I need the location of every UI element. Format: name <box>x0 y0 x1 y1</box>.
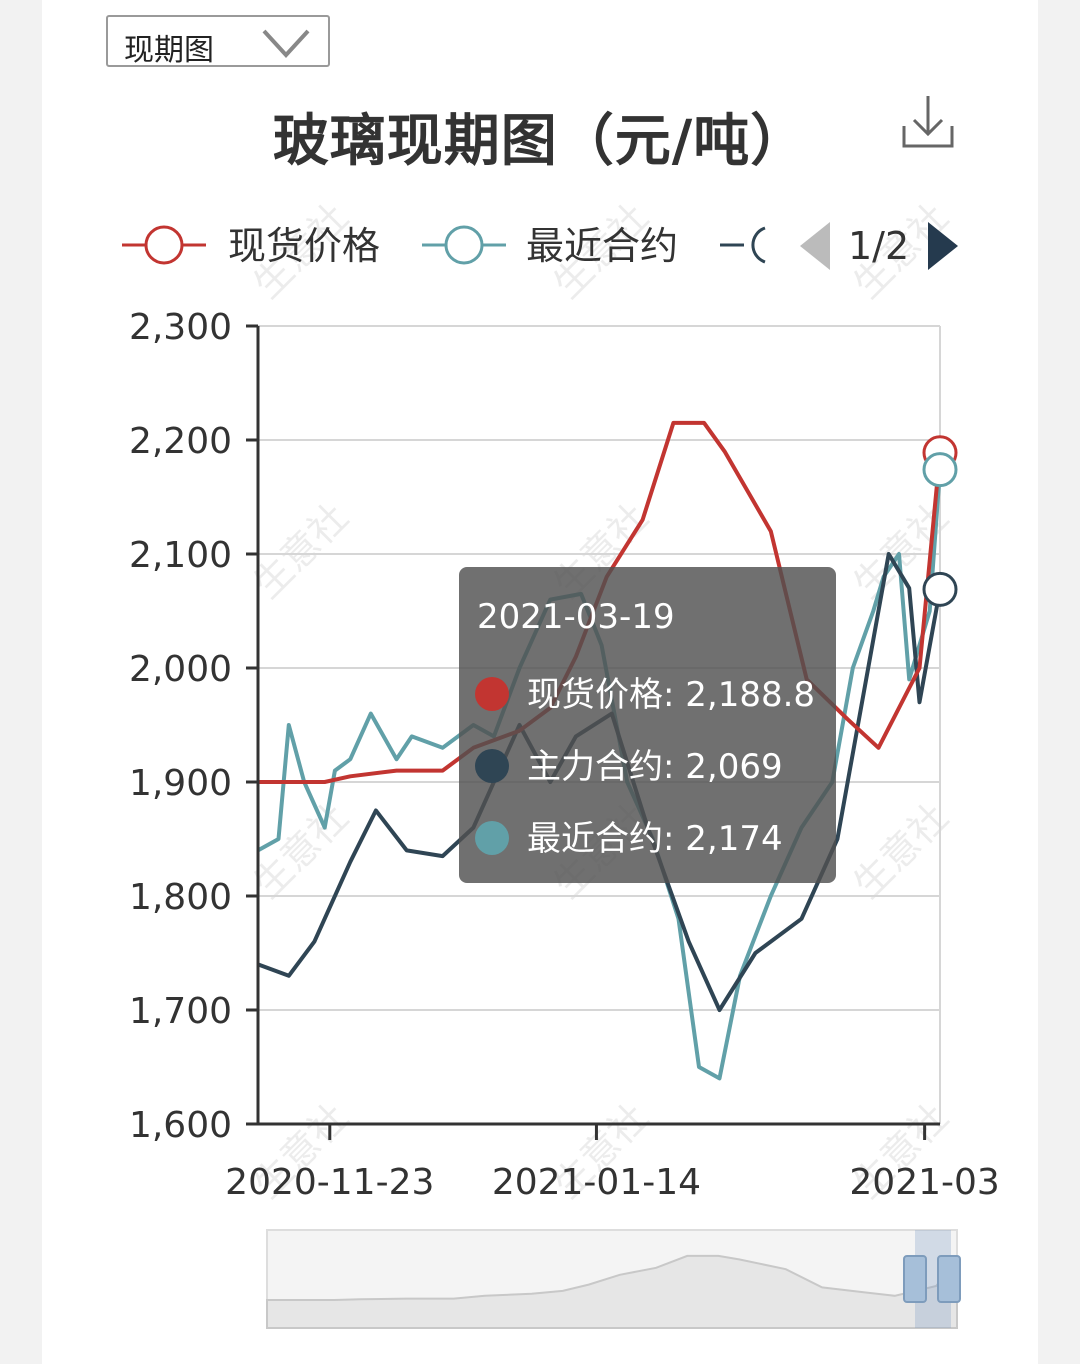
watermark-text: 生意社 <box>245 495 357 607</box>
tooltip-dot-spot <box>475 677 509 711</box>
tooltip-dot-nearest <box>475 821 509 855</box>
y-tick-label: 2,200 <box>129 421 232 462</box>
legend-item-label: 现货价格 <box>228 224 380 268</box>
y-tick-label: 1,600 <box>129 1105 232 1146</box>
chart-title: 玻璃现期图（元/吨） <box>272 109 808 174</box>
tooltip-row-text: 最近合约: 2,174 <box>527 819 783 859</box>
x-tick-label: 2021-01-14 <box>492 1162 701 1203</box>
slider-handle-left[interactable] <box>903 1255 927 1303</box>
dropdown-selected-label: 现期图 <box>124 33 214 68</box>
x-tick-label: 2020-11-23 <box>225 1162 434 1203</box>
y-tick-label: 2,300 <box>129 307 232 348</box>
legend-item-label: 最近合约 <box>526 224 678 268</box>
chevron-down-icon <box>262 29 310 58</box>
y-tick-label: 2,100 <box>129 535 232 576</box>
chart-type-dropdown[interactable]: 现期图 <box>106 15 330 68</box>
legend-swatch-marker <box>444 225 484 265</box>
tooltip-row-text: 现货价格: 2,188.8 <box>527 675 816 715</box>
tooltip-row-nearest: 最近合约: 2,174 <box>475 811 783 860</box>
series-point <box>922 452 958 488</box>
x-tick-label: 2021-03 <box>849 1162 999 1203</box>
legend: 现货价格 最近合约 1/2 <box>122 222 958 270</box>
series-line <box>258 420 942 784</box>
legend-swatch-marker <box>751 226 766 264</box>
data-zoom-slider[interactable] <box>266 1229 961 1329</box>
tooltip-dot-main <box>475 749 509 783</box>
watermark-text: 生意社 <box>245 795 357 907</box>
slider-handle-right[interactable] <box>937 1255 961 1303</box>
y-tick-label: 1,700 <box>129 991 232 1032</box>
legend-swatch-marker <box>144 225 184 265</box>
y-tick-label: 1,900 <box>129 763 232 804</box>
download-icon[interactable] <box>900 94 958 152</box>
y-tick-label: 2,000 <box>129 649 232 690</box>
axes: 1,600 1,700 1,800 1,900 2,000 2,100 2,200 2,300… <box>129 307 1000 1203</box>
tooltip-row-main: 主力合约: 2,069 <box>475 739 783 788</box>
tooltip-date: 2021-03-19 <box>477 597 675 637</box>
tooltip-row-spot: 现货价格: 2,188.8 <box>475 667 815 716</box>
legend-next-page-icon[interactable] <box>928 222 958 270</box>
legend-prev-page-icon[interactable] <box>800 222 830 270</box>
legend-page-indicator: 1/2 <box>848 224 909 268</box>
y-tick-label: 1,800 <box>129 877 232 918</box>
tooltip: 2021-03-19 现货价格: 2,188.8 主力合约: 2,069 最近合… <box>459 567 836 883</box>
series-point <box>922 571 958 607</box>
tooltip-row-text: 主力合约: 2,069 <box>527 747 783 787</box>
